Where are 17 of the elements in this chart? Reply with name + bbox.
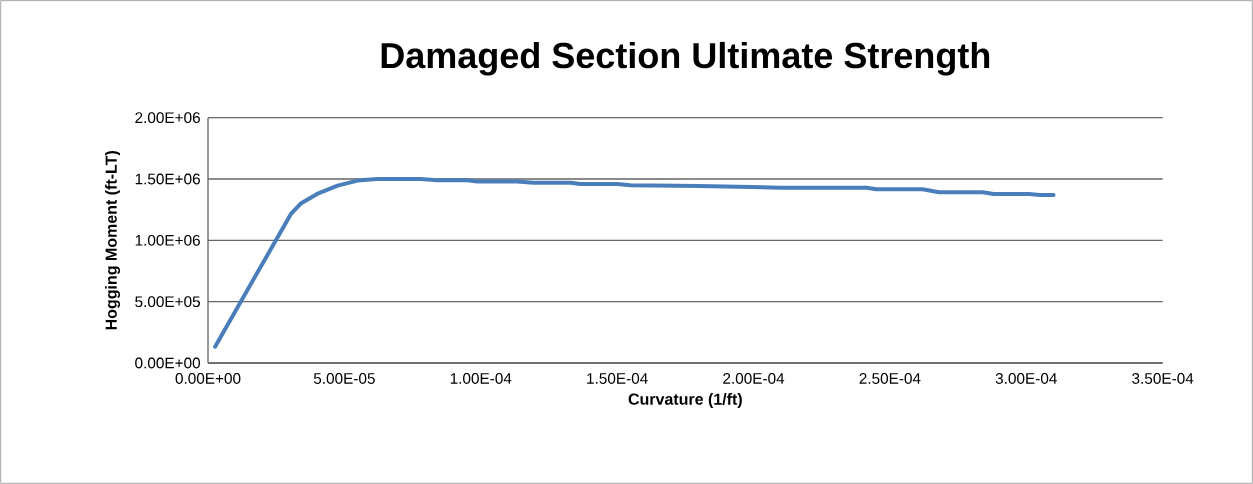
y-tick-label: 0.00E+00 xyxy=(135,357,201,369)
y-tick-label: 2.00E+06 xyxy=(135,112,200,124)
y-tick-label: 1.00E+06 xyxy=(135,234,200,246)
y-tick-label: 1.50E+06 xyxy=(135,173,200,185)
y-axis-title: Hogging Moment (ft-LT) xyxy=(105,151,121,330)
line-series xyxy=(213,176,1056,349)
x-tick-label: 3.00E-04 xyxy=(995,373,1057,384)
x-tick-label: 2.00E-04 xyxy=(723,373,785,384)
x-tick-label: 1.50E-04 xyxy=(587,373,648,384)
x-tick-label: 2.50E-04 xyxy=(859,373,921,384)
x-axis-title: Curvature (1/ft) xyxy=(628,393,742,408)
chart-title: Damaged Section Ultimate Strength xyxy=(381,41,990,76)
x-tick-label: 1.00E-04 xyxy=(450,373,512,384)
x-tick-label: 3.50E-04 xyxy=(1132,373,1194,384)
x-tick-label: 0.00E+00 xyxy=(175,373,241,384)
y-tick-label: 5.00E+05 xyxy=(135,296,200,308)
x-tick-label: 5.00E-05 xyxy=(313,373,375,384)
